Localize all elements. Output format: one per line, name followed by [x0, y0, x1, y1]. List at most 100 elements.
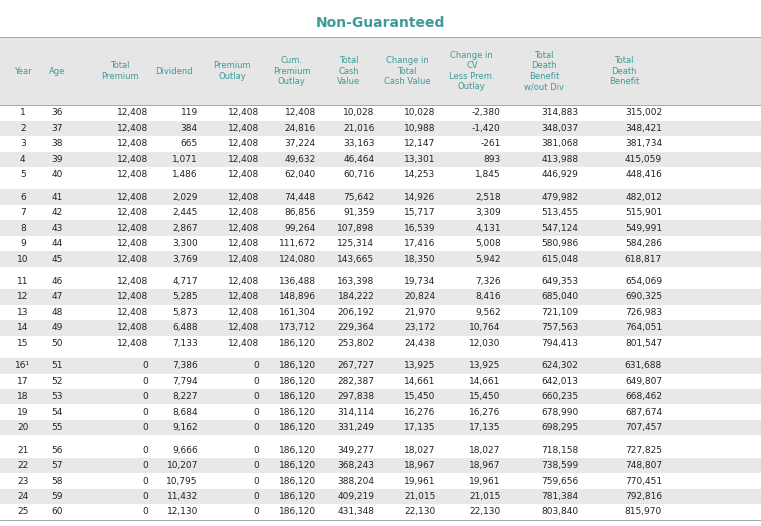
Text: 12,408: 12,408: [228, 323, 259, 332]
Text: 12,130: 12,130: [167, 508, 198, 517]
Text: 56: 56: [51, 446, 63, 454]
Text: Total
Death
Benefit: Total Death Benefit: [609, 56, 639, 86]
Text: 12,408: 12,408: [117, 170, 148, 179]
Bar: [0, 289, 761, 305]
Text: 549,991: 549,991: [625, 224, 662, 232]
Text: 13: 13: [17, 308, 29, 317]
Text: 21,015: 21,015: [404, 492, 435, 501]
Text: 186,120: 186,120: [279, 423, 316, 432]
Bar: [0, 389, 761, 404]
Text: Total
Death
Benefit
w/out Div: Total Death Benefit w/out Div: [524, 51, 564, 91]
Text: 2,518: 2,518: [475, 193, 501, 202]
Text: 12,408: 12,408: [228, 224, 259, 232]
Text: 13,925: 13,925: [470, 361, 501, 370]
Text: 4,717: 4,717: [172, 277, 198, 286]
Text: 21,015: 21,015: [470, 492, 501, 501]
Text: 0: 0: [253, 477, 259, 485]
Text: Total
Cash
Value: Total Cash Value: [337, 56, 360, 86]
Text: 8,416: 8,416: [475, 292, 501, 301]
Text: 6,488: 6,488: [172, 323, 198, 332]
Text: 3,309: 3,309: [475, 208, 501, 217]
Text: 15,450: 15,450: [470, 392, 501, 401]
Text: 12,408: 12,408: [117, 124, 148, 133]
Bar: [0, 442, 761, 458]
Text: 58: 58: [51, 477, 63, 485]
Text: 19: 19: [17, 408, 29, 417]
Text: 726,983: 726,983: [625, 308, 662, 317]
Text: 107,898: 107,898: [337, 224, 374, 232]
Text: 415,059: 415,059: [625, 155, 662, 164]
Text: 12,408: 12,408: [117, 108, 148, 117]
Text: 47: 47: [52, 292, 62, 301]
Text: 23: 23: [18, 477, 28, 485]
Text: 0: 0: [142, 392, 148, 401]
Text: 184,222: 184,222: [338, 292, 374, 301]
Text: 707,457: 707,457: [625, 423, 662, 432]
Text: 515,901: 515,901: [625, 208, 662, 217]
Text: 119: 119: [180, 108, 198, 117]
Text: 1,486: 1,486: [172, 170, 198, 179]
Text: 1,071: 1,071: [172, 155, 198, 164]
Text: 8: 8: [20, 224, 26, 232]
Text: 0: 0: [142, 492, 148, 501]
Text: 186,120: 186,120: [279, 361, 316, 370]
Text: 20,824: 20,824: [404, 292, 435, 301]
Text: 44: 44: [52, 239, 62, 248]
Text: 148,896: 148,896: [279, 292, 316, 301]
Text: 36: 36: [51, 108, 63, 117]
Text: 12,408: 12,408: [117, 292, 148, 301]
Text: 12,408: 12,408: [117, 323, 148, 332]
Text: -261: -261: [480, 139, 501, 148]
Text: 49: 49: [52, 323, 62, 332]
Text: 136,488: 136,488: [279, 277, 316, 286]
Text: 764,051: 764,051: [625, 323, 662, 332]
Text: 46: 46: [52, 277, 62, 286]
Text: 757,563: 757,563: [541, 323, 578, 332]
Text: 12,408: 12,408: [228, 277, 259, 286]
Text: 20: 20: [18, 423, 28, 432]
Text: 12,408: 12,408: [117, 224, 148, 232]
Text: 12,147: 12,147: [404, 139, 435, 148]
Text: 46,464: 46,464: [343, 155, 374, 164]
Text: 111,672: 111,672: [279, 239, 316, 248]
Text: 18,350: 18,350: [404, 255, 435, 264]
Text: 22: 22: [18, 461, 28, 470]
Text: 580,986: 580,986: [541, 239, 578, 248]
Text: 19,961: 19,961: [470, 477, 501, 485]
Text: 660,235: 660,235: [541, 392, 578, 401]
Text: 53: 53: [51, 392, 63, 401]
Text: 413,988: 413,988: [541, 155, 578, 164]
Text: 0: 0: [253, 446, 259, 454]
Text: 12,408: 12,408: [117, 308, 148, 317]
Text: 12,408: 12,408: [228, 108, 259, 117]
Text: 721,109: 721,109: [541, 308, 578, 317]
Bar: [0, 489, 761, 504]
Text: 348,037: 348,037: [541, 124, 578, 133]
Text: 74,448: 74,448: [285, 193, 316, 202]
Text: 7,133: 7,133: [172, 339, 198, 348]
Text: 16,276: 16,276: [404, 408, 435, 417]
Text: 5,008: 5,008: [475, 239, 501, 248]
Text: 10,028: 10,028: [404, 108, 435, 117]
Text: 0: 0: [142, 477, 148, 485]
Text: 18: 18: [17, 392, 29, 401]
Text: 9,666: 9,666: [172, 446, 198, 454]
Text: 748,807: 748,807: [625, 461, 662, 470]
Text: Age: Age: [49, 66, 65, 76]
Text: 0: 0: [253, 423, 259, 432]
Text: 685,040: 685,040: [541, 292, 578, 301]
Text: 12,408: 12,408: [117, 239, 148, 248]
Text: 13,925: 13,925: [404, 361, 435, 370]
Bar: [0, 420, 761, 436]
Text: 23,172: 23,172: [404, 323, 435, 332]
Text: Year: Year: [14, 66, 32, 76]
Text: 0: 0: [253, 461, 259, 470]
Bar: [0, 336, 761, 351]
Text: 12,408: 12,408: [117, 139, 148, 148]
Text: 125,314: 125,314: [337, 239, 374, 248]
Text: Premium
Outlay: Premium Outlay: [213, 62, 251, 80]
Text: 43: 43: [52, 224, 62, 232]
Text: 18,027: 18,027: [470, 446, 501, 454]
Text: 2,867: 2,867: [172, 224, 198, 232]
Text: 349,277: 349,277: [337, 446, 374, 454]
